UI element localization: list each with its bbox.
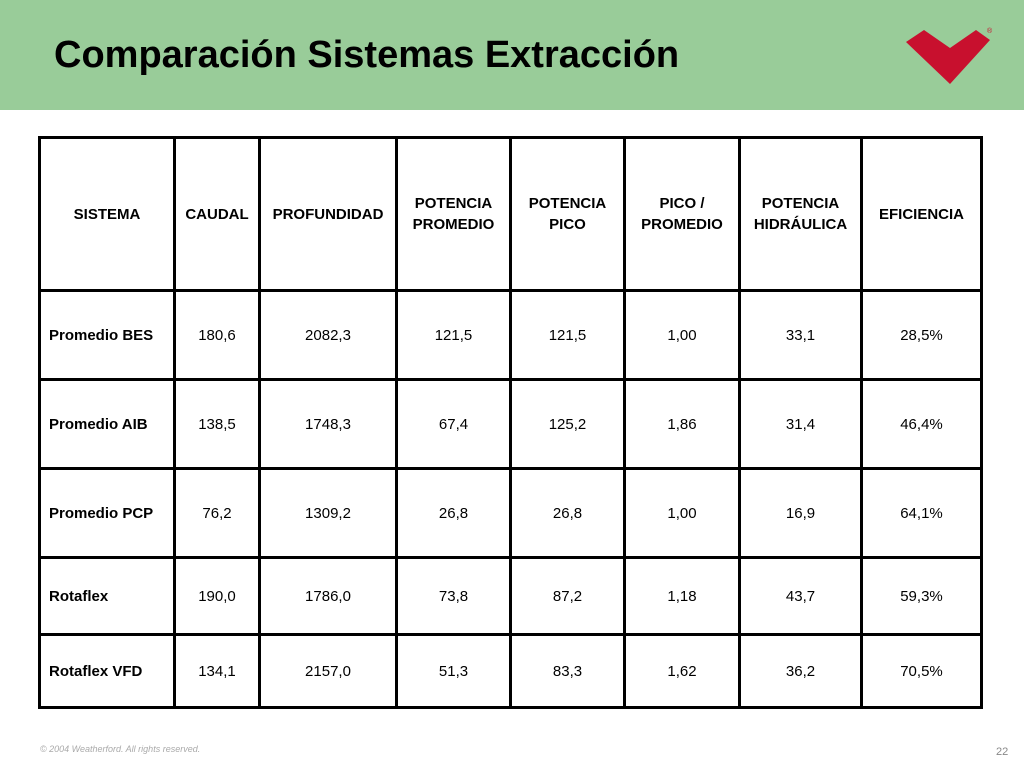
table-row: Rotaflex VFD 134,1 2157,0 51,3 83,3 1,62… bbox=[38, 633, 983, 709]
table-cell: 1309,2 bbox=[258, 467, 398, 559]
table-cell: 36,2 bbox=[738, 633, 863, 709]
table-cell: 1,62 bbox=[623, 633, 741, 709]
page-number: 22 bbox=[996, 746, 1009, 758]
column-header: EFICIENCIA bbox=[860, 136, 983, 292]
table-cell: 83,3 bbox=[509, 633, 626, 709]
weatherford-logo: ® bbox=[906, 27, 993, 84]
column-header: POTENCIA PROMEDIO bbox=[395, 136, 512, 292]
comparison-table: SISTEMA CAUDAL PROFUNDIDAD POTENCIA PROM… bbox=[38, 136, 983, 709]
column-header: CAUDAL bbox=[173, 136, 261, 292]
table-cell: 180,6 bbox=[173, 289, 261, 381]
header-band: Comparación Sistemas Extracción ® bbox=[0, 0, 1024, 110]
table-cell: 1,18 bbox=[623, 556, 741, 636]
copyright-notice: © 2004 Weatherford. All rights reserved. bbox=[40, 744, 201, 754]
table-cell: 1,00 bbox=[623, 289, 741, 381]
column-header: POTENCIA PICO bbox=[509, 136, 626, 292]
row-label: Promedio AIB bbox=[38, 378, 176, 470]
column-header: PROFUNDIDAD bbox=[258, 136, 398, 292]
table-cell: 2082,3 bbox=[258, 289, 398, 381]
table-cell: 16,9 bbox=[738, 467, 863, 559]
table-cell: 76,2 bbox=[173, 467, 261, 559]
table-cell: 31,4 bbox=[738, 378, 863, 470]
table-cell: 1786,0 bbox=[258, 556, 398, 636]
table-cell: 87,2 bbox=[509, 556, 626, 636]
table-cell: 33,1 bbox=[738, 289, 863, 381]
header-row: SISTEMA CAUDAL PROFUNDIDAD POTENCIA PROM… bbox=[38, 136, 983, 292]
table-row: Promedio AIB 138,5 1748,3 67,4 125,2 1,8… bbox=[38, 378, 983, 470]
table-cell: 125,2 bbox=[509, 378, 626, 470]
row-label: Rotaflex VFD bbox=[38, 633, 176, 709]
table-row: Promedio PCP 76,2 1309,2 26,8 26,8 1,00 … bbox=[38, 467, 983, 559]
table-cell: 190,0 bbox=[173, 556, 261, 636]
row-label: Promedio PCP bbox=[38, 467, 176, 559]
registered-mark: ® bbox=[987, 27, 993, 35]
table-cell: 73,8 bbox=[395, 556, 512, 636]
row-label: Rotaflex bbox=[38, 556, 176, 636]
column-header: POTENCIA HIDRÁULICA bbox=[738, 136, 863, 292]
table-cell: 1,86 bbox=[623, 378, 741, 470]
logo-shape bbox=[906, 30, 990, 84]
table-cell: 46,4% bbox=[860, 378, 983, 470]
column-header: PICO / PROMEDIO bbox=[623, 136, 741, 292]
table-cell: 121,5 bbox=[509, 289, 626, 381]
table-cell: 59,3% bbox=[860, 556, 983, 636]
table-cell: 67,4 bbox=[395, 378, 512, 470]
table-cell: 1748,3 bbox=[258, 378, 398, 470]
table-cell: 26,8 bbox=[509, 467, 626, 559]
table-cell: 70,5% bbox=[860, 633, 983, 709]
table-row: Promedio BES 180,6 2082,3 121,5 121,5 1,… bbox=[38, 289, 983, 381]
row-label: Promedio BES bbox=[38, 289, 176, 381]
table-cell: 134,1 bbox=[173, 633, 261, 709]
table-row: Rotaflex 190,0 1786,0 73,8 87,2 1,18 43,… bbox=[38, 556, 983, 636]
column-header: SISTEMA bbox=[38, 136, 176, 292]
table-cell: 64,1% bbox=[860, 467, 983, 559]
table-cell: 51,3 bbox=[395, 633, 512, 709]
table-cell: 28,5% bbox=[860, 289, 983, 381]
table-cell: 43,7 bbox=[738, 556, 863, 636]
slide-title: Comparación Sistemas Extracción bbox=[54, 34, 680, 76]
table-cell: 26,8 bbox=[395, 467, 512, 559]
table-cell: 138,5 bbox=[173, 378, 261, 470]
table-cell: 1,00 bbox=[623, 467, 741, 559]
table-cell: 121,5 bbox=[395, 289, 512, 381]
table-cell: 2157,0 bbox=[258, 633, 398, 709]
